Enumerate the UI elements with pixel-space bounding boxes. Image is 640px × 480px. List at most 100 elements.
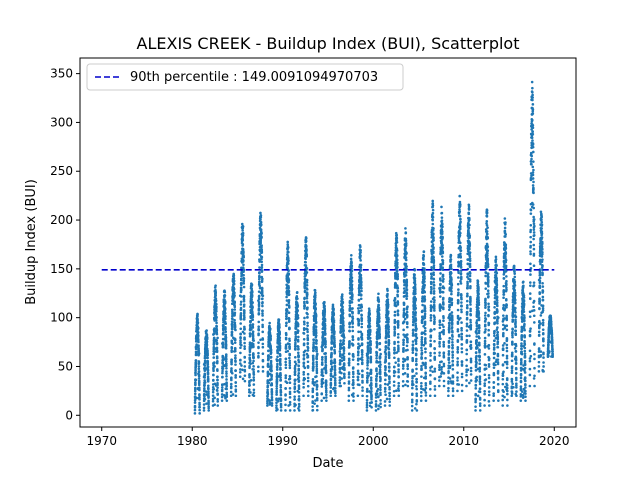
data-point bbox=[198, 388, 201, 392]
data-point bbox=[403, 358, 407, 361]
data-point bbox=[288, 403, 292, 406]
data-point bbox=[384, 355, 388, 359]
data-point bbox=[314, 314, 318, 318]
data-point bbox=[405, 265, 408, 268]
data-point bbox=[196, 330, 200, 334]
data-point bbox=[234, 363, 237, 366]
data-point bbox=[333, 345, 336, 349]
data-point bbox=[312, 357, 315, 361]
data-point bbox=[215, 356, 219, 360]
data-point bbox=[203, 373, 207, 377]
data-point bbox=[374, 403, 378, 406]
data-point bbox=[388, 387, 391, 391]
data-point bbox=[433, 315, 436, 319]
data-point bbox=[379, 393, 382, 397]
data-point bbox=[469, 366, 473, 370]
data-point bbox=[377, 407, 380, 411]
data-point bbox=[243, 360, 247, 364]
data-point bbox=[347, 363, 351, 367]
data-point bbox=[305, 267, 309, 270]
data-point bbox=[315, 365, 319, 368]
data-point bbox=[339, 384, 343, 388]
data-point bbox=[347, 359, 351, 362]
data-point bbox=[413, 407, 417, 410]
data-point bbox=[224, 333, 228, 337]
data-point bbox=[365, 403, 369, 407]
data-point bbox=[396, 294, 400, 298]
data-point bbox=[243, 337, 246, 341]
data-point bbox=[332, 313, 336, 316]
data-point bbox=[340, 346, 343, 350]
data-point bbox=[315, 360, 319, 364]
data-point bbox=[260, 291, 264, 295]
data-point bbox=[429, 387, 432, 391]
data-point bbox=[433, 327, 436, 331]
data-point bbox=[269, 351, 273, 355]
data-point bbox=[438, 323, 442, 327]
data-point bbox=[233, 314, 236, 317]
data-point bbox=[224, 353, 228, 356]
data-point bbox=[348, 314, 352, 318]
data-point bbox=[442, 307, 445, 311]
data-point bbox=[239, 341, 242, 344]
data-point bbox=[268, 321, 271, 325]
data-point bbox=[333, 381, 337, 385]
data-point bbox=[278, 347, 282, 350]
data-point bbox=[323, 304, 326, 308]
data-point bbox=[411, 358, 415, 362]
data-point bbox=[357, 337, 360, 340]
data-point bbox=[379, 363, 382, 366]
data-point bbox=[361, 386, 364, 389]
data-point bbox=[423, 290, 427, 294]
data-point bbox=[360, 353, 364, 356]
data-point bbox=[231, 320, 234, 324]
data-point bbox=[323, 310, 327, 314]
data-point bbox=[356, 362, 360, 366]
data-point bbox=[442, 277, 445, 281]
data-point bbox=[266, 401, 269, 405]
data-point bbox=[242, 259, 245, 262]
data-point bbox=[439, 337, 442, 340]
data-point bbox=[352, 392, 355, 395]
data-point bbox=[430, 275, 433, 279]
data-point bbox=[341, 308, 345, 312]
data-point bbox=[404, 256, 408, 259]
data-point bbox=[230, 378, 233, 382]
data-point bbox=[405, 314, 409, 318]
data-point bbox=[306, 292, 309, 296]
data-point bbox=[375, 346, 379, 349]
data-point bbox=[320, 392, 324, 395]
data-point bbox=[212, 346, 216, 350]
data-point bbox=[469, 307, 472, 311]
data-point bbox=[261, 342, 265, 346]
data-point bbox=[278, 332, 281, 336]
data-point bbox=[233, 308, 237, 311]
data-point bbox=[293, 397, 296, 401]
data-point bbox=[422, 258, 425, 261]
data-point bbox=[460, 375, 464, 379]
data-point bbox=[365, 387, 369, 391]
data-point bbox=[343, 368, 346, 372]
data-point bbox=[397, 370, 400, 374]
data-point bbox=[395, 241, 399, 244]
data-point bbox=[294, 335, 298, 338]
data-point bbox=[333, 367, 337, 371]
data-point bbox=[415, 357, 418, 361]
data-point bbox=[331, 303, 335, 307]
data-point bbox=[404, 239, 408, 243]
data-point bbox=[330, 361, 334, 365]
data-point bbox=[431, 218, 434, 222]
data-point bbox=[365, 398, 369, 402]
data-point bbox=[414, 342, 418, 346]
data-point bbox=[468, 243, 472, 247]
data-point bbox=[469, 285, 472, 288]
data-point bbox=[442, 316, 445, 320]
data-point bbox=[368, 309, 371, 312]
data-point bbox=[250, 328, 253, 331]
data-point bbox=[352, 386, 355, 390]
data-point bbox=[393, 320, 397, 323]
data-point bbox=[465, 329, 469, 332]
data-point bbox=[392, 384, 396, 387]
data-point bbox=[365, 394, 369, 398]
data-point bbox=[468, 223, 471, 227]
